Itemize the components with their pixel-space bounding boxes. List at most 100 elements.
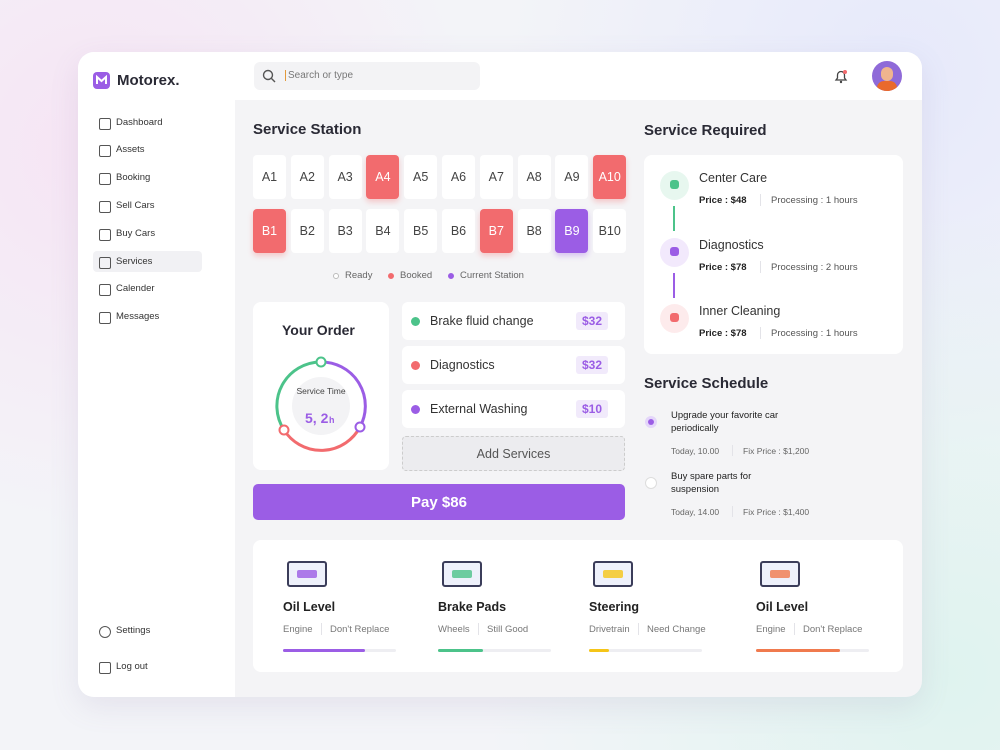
service-time-unit: h xyxy=(329,415,335,425)
station-cell[interactable]: A3 xyxy=(328,155,362,199)
search-box[interactable]: Search or type xyxy=(254,62,480,90)
station-cell[interactable]: B4 xyxy=(366,209,400,253)
nav-bottom-label[interactable]: Log out xyxy=(116,661,148,672)
order-dot xyxy=(411,361,420,370)
status-sep xyxy=(638,623,639,635)
schedule-sep xyxy=(732,506,733,517)
required-price: Price : $78 xyxy=(699,261,747,273)
nav-label[interactable]: Sell Cars xyxy=(116,200,155,211)
status-title: Steering xyxy=(589,600,640,614)
order-dot xyxy=(411,405,420,414)
status-icon xyxy=(760,561,800,587)
schedule-price: Fix Price : $1,200 xyxy=(743,446,810,456)
nav-item[interactable] xyxy=(99,201,111,213)
required-connector xyxy=(673,206,675,231)
nav-bottom-label[interactable]: Settings xyxy=(116,625,151,636)
avatar[interactable] xyxy=(872,61,902,91)
required-sep xyxy=(760,260,761,273)
station-cell[interactable]: A5 xyxy=(404,155,438,199)
add-services[interactable]: Add Services xyxy=(402,436,625,471)
legend-label: Ready xyxy=(345,270,373,281)
station-cell[interactable]: A1 xyxy=(253,155,286,199)
section-title: Service Required xyxy=(644,122,767,139)
station-cell[interactable]: B8 xyxy=(517,209,551,253)
station-cell[interactable]: B2 xyxy=(290,209,324,253)
order-title: Your Order xyxy=(282,322,355,338)
nav-label[interactable]: Booking xyxy=(116,172,151,183)
status-icon xyxy=(593,561,633,587)
nav-label[interactable]: Messages xyxy=(116,311,160,322)
nav-label[interactable]: Buy Cars xyxy=(116,228,156,239)
station-cell[interactable]: A10 xyxy=(593,155,627,199)
order-item-price: $32 xyxy=(576,312,609,330)
status-title: Oil Level xyxy=(283,600,336,614)
schedule-price: Fix Price : $1,400 xyxy=(743,507,810,517)
nav-label[interactable]: Calender xyxy=(116,283,155,294)
schedule-radio xyxy=(645,477,657,489)
status-icon-accent xyxy=(603,570,623,578)
required-icon-dot xyxy=(670,246,679,256)
required-name: Diagnostics xyxy=(699,237,764,252)
legend-label: Booked xyxy=(400,270,433,281)
progress-bar xyxy=(756,649,840,652)
station-cell[interactable]: B6 xyxy=(442,209,475,253)
section-title: Service Schedule xyxy=(644,375,769,392)
section-title: Service Station xyxy=(253,121,362,138)
nav-item[interactable] xyxy=(99,173,111,185)
station-cell[interactable]: B1 xyxy=(253,209,286,253)
required-name: Inner Cleaning xyxy=(699,304,781,318)
required-sep xyxy=(760,194,761,206)
nav-item[interactable] xyxy=(99,312,111,324)
required-card xyxy=(644,155,903,354)
required-icon-dot xyxy=(670,313,679,322)
status-icon-accent xyxy=(452,570,472,578)
order-item-name: Diagnostics xyxy=(430,358,495,372)
nav-item[interactable] xyxy=(99,229,111,241)
station-cell[interactable]: B3 xyxy=(328,209,362,253)
status-category: Drivetrain xyxy=(589,624,630,635)
station-cell[interactable]: B7 xyxy=(479,209,513,253)
station-cell[interactable]: A9 xyxy=(555,155,589,199)
schedule-radio-dot xyxy=(648,419,654,425)
station-cell[interactable]: A7 xyxy=(479,155,513,199)
nav-item[interactable] xyxy=(99,284,111,296)
status-text: Need Change xyxy=(647,624,706,635)
status-sep xyxy=(478,623,479,635)
required-price: Price : $48 xyxy=(699,195,747,206)
nav-label[interactable]: Dashboard xyxy=(116,117,163,128)
status-text: Don't Replace xyxy=(330,624,390,635)
logo-icon xyxy=(93,72,110,89)
order-item-name: External Washing xyxy=(430,402,528,416)
required-name: Center Care xyxy=(699,171,768,185)
nav-item[interactable] xyxy=(99,257,111,269)
required-connector xyxy=(673,272,675,298)
nav-label[interactable]: Services xyxy=(116,256,153,267)
station-cell[interactable]: B5 xyxy=(404,209,438,253)
nav-item[interactable] xyxy=(99,145,111,157)
schedule-time: Today, 10.00 xyxy=(671,446,720,456)
progress-track xyxy=(438,649,551,652)
legend-label: Current Station xyxy=(460,270,524,281)
schedule-time: Today, 14.00 xyxy=(671,507,720,517)
pay-button[interactable]: Pay $86 xyxy=(253,484,625,520)
status-icon-accent xyxy=(297,570,317,578)
status-category: Engine xyxy=(283,624,313,635)
search-placeholder: Search or type xyxy=(285,70,353,81)
nav-item[interactable] xyxy=(99,118,111,130)
station-cell[interactable]: A6 xyxy=(442,155,475,199)
sidebar: Motorex. Dashboard Assets Booking Sell Cars… xyxy=(78,52,235,697)
schedule-title: Upgrade your favorite car periodically xyxy=(671,410,779,434)
status-text: Don't Replace xyxy=(803,624,863,635)
legend-dot xyxy=(388,273,394,279)
station-cell[interactable]: A2 xyxy=(290,155,324,199)
nav-label[interactable]: Assets xyxy=(116,144,145,155)
station-cell[interactable]: B9 xyxy=(555,209,589,253)
order-item-name: Brake fluid change xyxy=(430,314,534,328)
top-bar: Search or type xyxy=(235,52,922,100)
bell-icon[interactable] xyxy=(833,68,849,84)
station-cell[interactable]: B10 xyxy=(593,209,627,253)
logo-glyph xyxy=(96,74,107,84)
required-processing: Processing : 1 hours xyxy=(771,328,858,339)
station-cell[interactable]: A4 xyxy=(366,155,400,199)
station-cell[interactable]: A8 xyxy=(517,155,551,199)
